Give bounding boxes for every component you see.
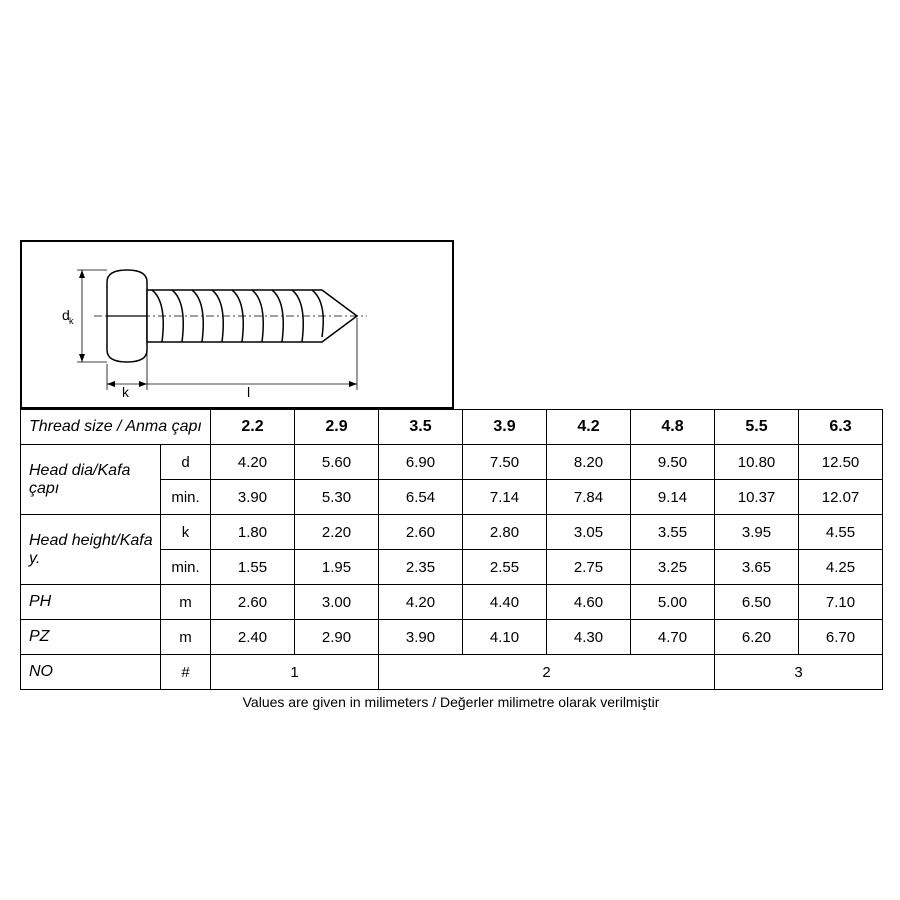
- spec-table: Thread size / Anma çapı2.22.93.53.94.24.…: [20, 409, 883, 690]
- no-row-label: NO: [21, 655, 161, 690]
- row-symbol: min.: [161, 480, 211, 515]
- cell: 3.25: [631, 550, 715, 585]
- no-row-symbol: #: [161, 655, 211, 690]
- cell: 3.00: [295, 585, 379, 620]
- cell: 7.10: [799, 585, 883, 620]
- no-group: 2: [379, 655, 715, 690]
- dim-l-label: l: [247, 384, 250, 400]
- cell: 2.75: [547, 550, 631, 585]
- dim-k-label: k: [122, 384, 130, 400]
- cell: 7.14: [463, 480, 547, 515]
- cell: 2.20: [295, 515, 379, 550]
- row-symbol: d: [161, 445, 211, 480]
- cell: 2.90: [295, 620, 379, 655]
- cell: 4.55: [799, 515, 883, 550]
- cell: 3.05: [547, 515, 631, 550]
- cell: 7.84: [547, 480, 631, 515]
- cell: 6.54: [379, 480, 463, 515]
- cell: 4.40: [463, 585, 547, 620]
- cell: 6.70: [799, 620, 883, 655]
- cell: 5.00: [631, 585, 715, 620]
- cell: 4.20: [379, 585, 463, 620]
- screw-diagram: d k k l: [20, 240, 454, 409]
- cell: 3.90: [379, 620, 463, 655]
- row-symbol: m: [161, 620, 211, 655]
- row-label: Head dia/Kafa çapı: [21, 445, 161, 515]
- header-size-5: 4.8: [631, 410, 715, 445]
- header-size-1: 2.9: [295, 410, 379, 445]
- cell: 3.95: [715, 515, 799, 550]
- no-group: 3: [715, 655, 883, 690]
- cell: 12.07: [799, 480, 883, 515]
- cell: 4.60: [547, 585, 631, 620]
- cell: 9.50: [631, 445, 715, 480]
- cell: 5.60: [295, 445, 379, 480]
- cell: 2.60: [379, 515, 463, 550]
- cell: 5.30: [295, 480, 379, 515]
- cell: 3.65: [715, 550, 799, 585]
- header-size-3: 3.9: [463, 410, 547, 445]
- cell: 2.40: [211, 620, 295, 655]
- cell: 4.70: [631, 620, 715, 655]
- cell: 2.55: [463, 550, 547, 585]
- cell: 10.80: [715, 445, 799, 480]
- cell: 12.50: [799, 445, 883, 480]
- cell: 6.90: [379, 445, 463, 480]
- header-size-0: 2.2: [211, 410, 295, 445]
- cell: 4.30: [547, 620, 631, 655]
- header-size-4: 4.2: [547, 410, 631, 445]
- cell: 3.55: [631, 515, 715, 550]
- cell: 4.25: [799, 550, 883, 585]
- header-thread-size: Thread size / Anma çapı: [21, 410, 211, 445]
- row-label: Head height/Kafa y.: [21, 515, 161, 585]
- row-symbol: m: [161, 585, 211, 620]
- cell: 4.10: [463, 620, 547, 655]
- header-size-7: 6.3: [799, 410, 883, 445]
- cell: 4.20: [211, 445, 295, 480]
- header-size-6: 5.5: [715, 410, 799, 445]
- cell: 7.50: [463, 445, 547, 480]
- row-symbol: k: [161, 515, 211, 550]
- cell: 6.20: [715, 620, 799, 655]
- cell: 1.80: [211, 515, 295, 550]
- cell: 2.60: [211, 585, 295, 620]
- cell: 6.50: [715, 585, 799, 620]
- row-label: PZ: [21, 620, 161, 655]
- svg-text:k: k: [69, 316, 74, 326]
- cell: 2.35: [379, 550, 463, 585]
- no-group: 1: [211, 655, 379, 690]
- cell: 3.90: [211, 480, 295, 515]
- row-symbol: min.: [161, 550, 211, 585]
- cell: 2.80: [463, 515, 547, 550]
- cell: 1.55: [211, 550, 295, 585]
- cell: 1.95: [295, 550, 379, 585]
- cell: 8.20: [547, 445, 631, 480]
- row-label: PH: [21, 585, 161, 620]
- cell: 9.14: [631, 480, 715, 515]
- header-size-2: 3.5: [379, 410, 463, 445]
- cell: 10.37: [715, 480, 799, 515]
- footnote: Values are given in milimeters / Değerle…: [20, 694, 882, 710]
